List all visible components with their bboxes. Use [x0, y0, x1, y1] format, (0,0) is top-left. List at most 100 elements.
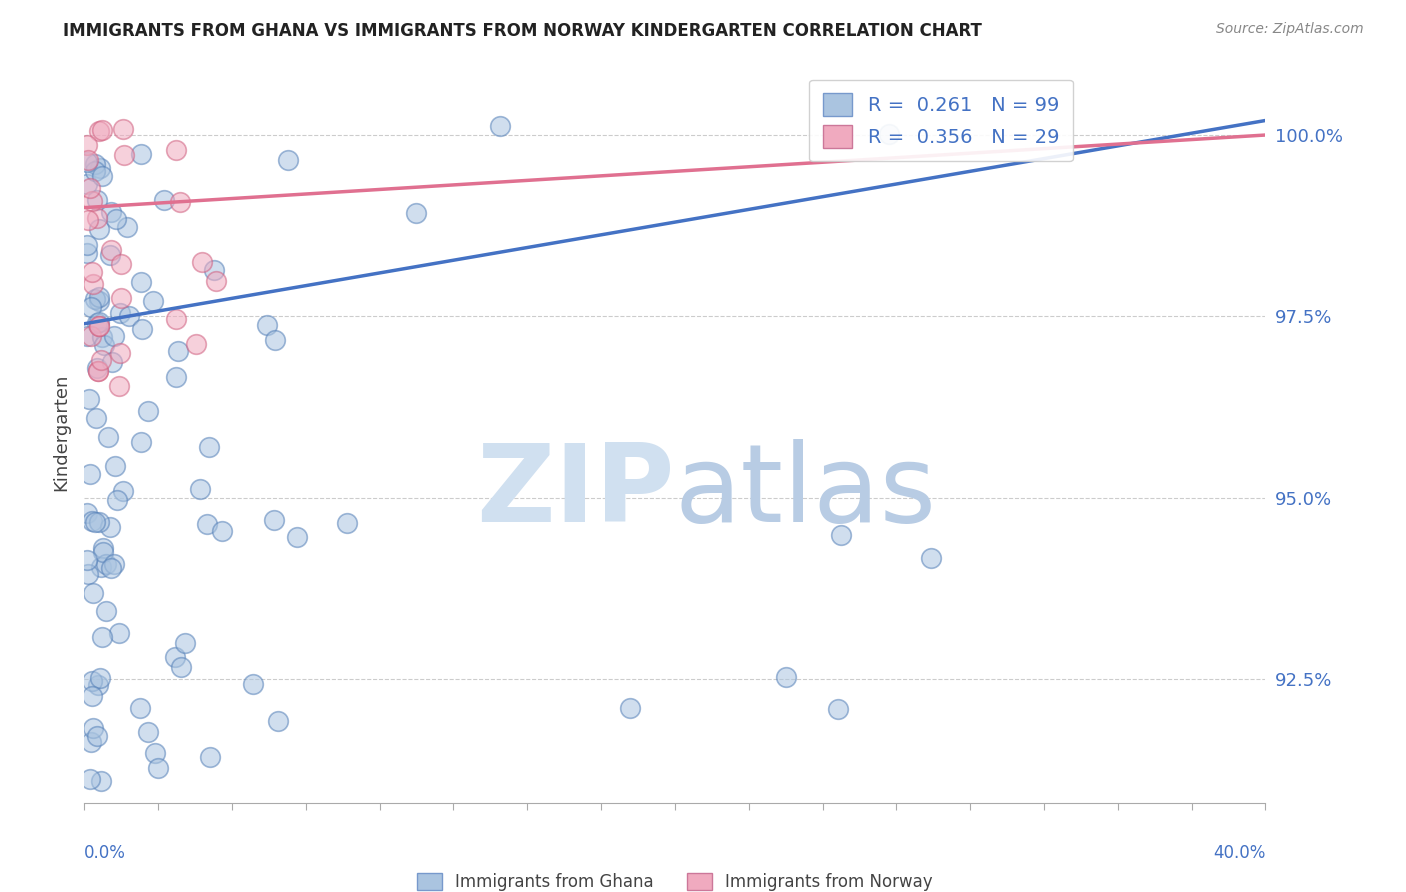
Point — [202, 263, 225, 277]
Point — [117, 220, 139, 235]
Point — [82, 722, 104, 736]
Point — [76, 238, 98, 252]
Point — [170, 660, 193, 674]
Point — [163, 650, 186, 665]
Point — [87, 222, 110, 236]
Point — [188, 482, 211, 496]
Point — [879, 127, 901, 141]
Point — [195, 516, 218, 531]
Point — [143, 746, 166, 760]
Point — [90, 774, 112, 789]
Point — [90, 352, 112, 367]
Point — [103, 329, 125, 343]
Point — [830, 528, 852, 542]
Point — [827, 702, 849, 716]
Point — [110, 257, 132, 271]
Point — [100, 244, 122, 258]
Point — [87, 364, 110, 378]
Point — [79, 772, 101, 787]
Point — [89, 672, 111, 686]
Point — [76, 329, 98, 343]
Point — [84, 411, 107, 425]
Point — [129, 146, 152, 161]
Point — [619, 701, 641, 715]
Point — [97, 430, 120, 444]
Point — [263, 333, 285, 347]
Point — [186, 336, 208, 351]
Point — [104, 458, 127, 473]
Point — [110, 291, 132, 305]
Point — [87, 364, 110, 378]
Text: atlas: atlas — [675, 439, 936, 545]
Point — [165, 312, 187, 326]
Point — [91, 541, 114, 555]
Point — [166, 344, 188, 359]
Point — [267, 714, 290, 728]
Point — [103, 558, 125, 572]
Point — [277, 153, 299, 168]
Point — [146, 761, 169, 775]
Point — [118, 309, 141, 323]
Point — [87, 123, 110, 137]
Point — [80, 300, 103, 314]
Point — [489, 120, 512, 134]
Point — [336, 516, 359, 530]
Point — [76, 553, 98, 567]
Point — [90, 560, 112, 574]
Point — [263, 513, 285, 527]
Point — [87, 290, 110, 304]
Point — [79, 180, 101, 194]
Point — [105, 212, 128, 227]
Point — [198, 440, 221, 454]
Point — [90, 123, 112, 137]
Point — [256, 318, 278, 332]
Point — [136, 725, 159, 739]
Point — [190, 255, 212, 269]
Y-axis label: Kindergarten: Kindergarten — [52, 374, 70, 491]
Point — [82, 265, 104, 279]
Point — [920, 550, 942, 565]
Point — [87, 294, 110, 309]
Point — [90, 169, 112, 183]
Point — [94, 557, 117, 571]
Point — [77, 153, 100, 167]
Point — [76, 177, 98, 191]
Point — [79, 467, 101, 482]
Text: Source: ZipAtlas.com: Source: ZipAtlas.com — [1216, 22, 1364, 37]
Point — [82, 586, 104, 600]
Point — [82, 277, 104, 291]
Point — [77, 392, 100, 406]
Point — [129, 435, 152, 450]
Point — [89, 318, 111, 333]
Point — [86, 729, 108, 743]
Point — [211, 524, 233, 539]
Point — [86, 193, 108, 207]
Point — [108, 306, 131, 320]
Point — [775, 670, 797, 684]
Point — [80, 690, 103, 704]
Point — [84, 164, 107, 178]
Point — [80, 329, 103, 343]
Point — [173, 635, 195, 649]
Point — [76, 138, 98, 153]
Point — [83, 292, 105, 306]
Point — [101, 355, 124, 369]
Point — [80, 515, 103, 529]
Point — [100, 561, 122, 575]
Point — [111, 483, 134, 498]
Point — [93, 338, 115, 352]
Point — [98, 248, 121, 262]
Point — [84, 515, 107, 529]
Point — [112, 121, 135, 136]
Point — [84, 157, 107, 171]
Text: IMMIGRANTS FROM GHANA VS IMMIGRANTS FROM NORWAY KINDERGARTEN CORRELATION CHART: IMMIGRANTS FROM GHANA VS IMMIGRANTS FROM… — [63, 22, 983, 40]
Point — [76, 246, 98, 260]
Point — [285, 530, 308, 544]
Point — [108, 626, 131, 640]
Point — [89, 315, 111, 329]
Legend: Immigrants from Ghana, Immigrants from Norway: Immigrants from Ghana, Immigrants from N… — [411, 867, 939, 892]
Point — [79, 735, 101, 749]
Point — [86, 361, 108, 376]
Point — [136, 404, 159, 418]
Text: ZIP: ZIP — [477, 439, 675, 545]
